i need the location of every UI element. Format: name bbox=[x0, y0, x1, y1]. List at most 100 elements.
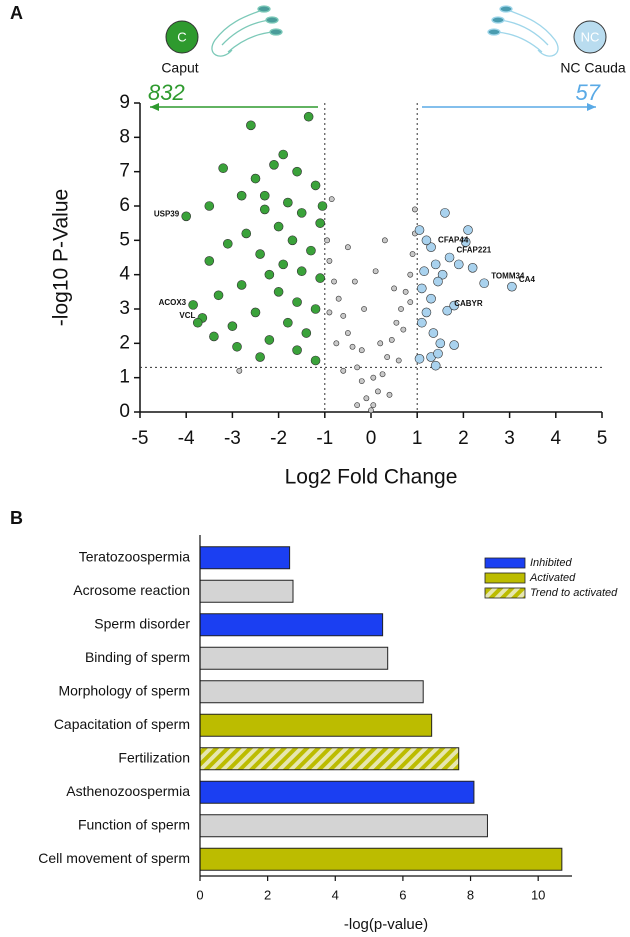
group-badge bbox=[165, 20, 199, 54]
point bbox=[440, 208, 450, 218]
point bbox=[453, 259, 464, 270]
point bbox=[384, 354, 391, 360]
point-label: TOMM34 bbox=[491, 271, 525, 280]
point bbox=[402, 288, 409, 295]
bar bbox=[199, 646, 389, 670]
point bbox=[326, 309, 333, 316]
x-tick-label: 0 bbox=[366, 428, 377, 449]
point-label: CA4 bbox=[519, 275, 536, 284]
bar bbox=[199, 780, 475, 804]
x-tick-label: -1 bbox=[316, 428, 333, 449]
point-label: ACOX3 bbox=[159, 298, 187, 307]
point bbox=[331, 278, 337, 285]
x-tick-label: 4 bbox=[551, 428, 562, 449]
point bbox=[335, 295, 342, 302]
x-tick-label: -4 bbox=[178, 428, 195, 449]
point bbox=[218, 163, 228, 174]
point bbox=[310, 180, 321, 191]
point bbox=[344, 330, 351, 336]
group-badge-text: C bbox=[177, 29, 186, 44]
point bbox=[344, 244, 351, 251]
group-label: Caput bbox=[161, 60, 198, 76]
point bbox=[354, 364, 361, 371]
point bbox=[407, 299, 414, 306]
point bbox=[433, 276, 443, 287]
point bbox=[433, 348, 443, 359]
x-tick-label: 5 bbox=[597, 428, 608, 449]
point-label: VCL bbox=[179, 311, 195, 320]
point bbox=[315, 273, 325, 283]
point bbox=[421, 235, 432, 246]
y-tick-label: 0 bbox=[119, 401, 130, 422]
point bbox=[236, 190, 247, 201]
category-label: Morphology of sperm bbox=[58, 682, 190, 698]
point bbox=[407, 271, 414, 278]
point bbox=[391, 285, 397, 292]
point bbox=[273, 221, 284, 232]
point bbox=[358, 378, 365, 384]
point-label: CFAP44 bbox=[438, 235, 469, 244]
category-label: Fertilization bbox=[118, 749, 190, 765]
point bbox=[310, 304, 321, 314]
x-tick-label: 0 bbox=[196, 887, 203, 902]
legend-label: Inhibited bbox=[530, 557, 572, 569]
point bbox=[181, 211, 191, 222]
point bbox=[414, 353, 425, 364]
x-tick-label: -5 bbox=[132, 428, 149, 449]
point bbox=[417, 283, 427, 294]
point bbox=[340, 367, 347, 374]
point bbox=[409, 251, 416, 257]
category-label: Sperm disorder bbox=[94, 615, 190, 631]
group-arrowhead bbox=[150, 103, 159, 111]
point bbox=[507, 281, 517, 292]
point bbox=[363, 395, 370, 402]
y-tick-label: 7 bbox=[119, 161, 130, 182]
bar bbox=[199, 579, 294, 603]
point bbox=[315, 218, 325, 228]
point bbox=[444, 252, 455, 263]
point bbox=[264, 335, 275, 345]
point bbox=[296, 266, 307, 277]
point bbox=[370, 402, 377, 409]
point bbox=[292, 345, 302, 356]
point bbox=[333, 340, 340, 347]
point bbox=[232, 341, 242, 352]
bar bbox=[199, 546, 291, 570]
y-tick-label: 5 bbox=[119, 229, 130, 250]
point bbox=[292, 297, 302, 307]
point bbox=[388, 336, 395, 343]
point bbox=[328, 196, 335, 203]
legend-swatch bbox=[484, 587, 526, 599]
category-label: Acrosome reaction bbox=[73, 582, 190, 598]
y-axis-title: -log10 P-Value bbox=[50, 189, 73, 326]
point bbox=[250, 307, 261, 318]
category-label: Function of sperm bbox=[78, 816, 190, 832]
point bbox=[442, 305, 453, 316]
point bbox=[426, 242, 436, 252]
x-tick-label: 8 bbox=[467, 887, 474, 902]
y-tick-label: 8 bbox=[119, 126, 130, 147]
group-badge-text: NC bbox=[581, 29, 600, 44]
point bbox=[303, 111, 314, 122]
point bbox=[368, 407, 374, 414]
point bbox=[192, 317, 203, 328]
point bbox=[255, 352, 265, 362]
point bbox=[428, 328, 439, 338]
point bbox=[317, 201, 328, 211]
point bbox=[269, 160, 279, 170]
point bbox=[250, 173, 261, 184]
point bbox=[358, 347, 365, 354]
point bbox=[435, 338, 446, 349]
y-tick-label: 3 bbox=[119, 298, 130, 319]
point bbox=[209, 331, 219, 342]
point bbox=[259, 204, 270, 215]
x-axis-title: Log2 Fold Change bbox=[285, 466, 458, 489]
point bbox=[430, 360, 441, 371]
point bbox=[306, 245, 316, 256]
x-tick-label: 1 bbox=[412, 428, 423, 449]
point bbox=[296, 208, 307, 218]
point bbox=[381, 237, 388, 244]
y-tick-label: 4 bbox=[119, 264, 130, 285]
point bbox=[283, 317, 293, 328]
point bbox=[398, 306, 404, 312]
